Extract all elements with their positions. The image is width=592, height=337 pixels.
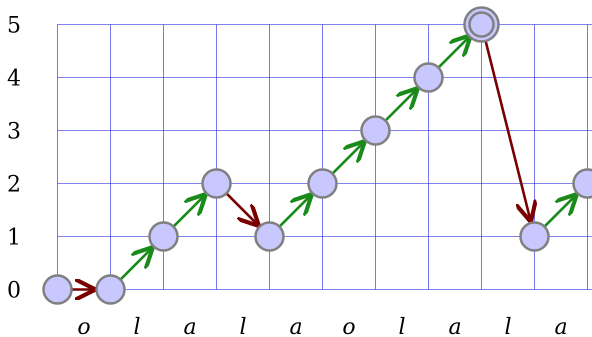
up-step-arrow: [385, 90, 416, 121]
x-letter-label: o: [342, 315, 355, 337]
path-node: [254, 221, 285, 252]
y-tick-label: 4: [7, 67, 21, 92]
down-step-arrow: [483, 38, 530, 220]
x-letter-label: o: [77, 315, 90, 337]
path-node: [519, 221, 550, 252]
y-tick-label: 2: [7, 173, 21, 198]
up-step-arrow: [332, 143, 363, 174]
x-letter-label: a: [448, 315, 461, 337]
path-node: [201, 168, 232, 199]
path-nodes: [42, 6, 592, 305]
x-letter-label: a: [183, 315, 196, 337]
highlighted-path-node: [468, 11, 495, 38]
x-letter-label: l: [133, 315, 140, 337]
path-node: [42, 274, 73, 305]
down-step-arrow: [226, 193, 257, 224]
y-axis-ticks: 0 1 2 3 4 5: [7, 14, 21, 304]
path-node: [307, 168, 338, 199]
up-step-arrow: [120, 249, 151, 280]
y-tick-label: 1: [7, 226, 21, 251]
x-letter-label: a: [554, 315, 567, 337]
up-step-arrow: [438, 37, 469, 68]
path-node: [148, 221, 179, 252]
path-node: [413, 62, 444, 93]
path-node: [360, 115, 391, 146]
x-letter-label: l: [239, 315, 246, 337]
y-tick-label: 5: [7, 14, 21, 39]
x-letter-label: l: [504, 315, 511, 337]
y-tick-label: 3: [7, 120, 21, 145]
x-letter-label: l: [398, 315, 405, 337]
up-step-arrow: [279, 196, 310, 227]
up-step-arrow: [544, 196, 575, 227]
up-step-arrow: [173, 196, 204, 227]
x-letter-label: a: [289, 315, 302, 337]
y-tick-label: 0: [7, 279, 21, 304]
path-node: [95, 274, 126, 305]
path-steps: [72, 37, 576, 290]
path-node: [572, 168, 592, 199]
grid: [57, 24, 592, 290]
